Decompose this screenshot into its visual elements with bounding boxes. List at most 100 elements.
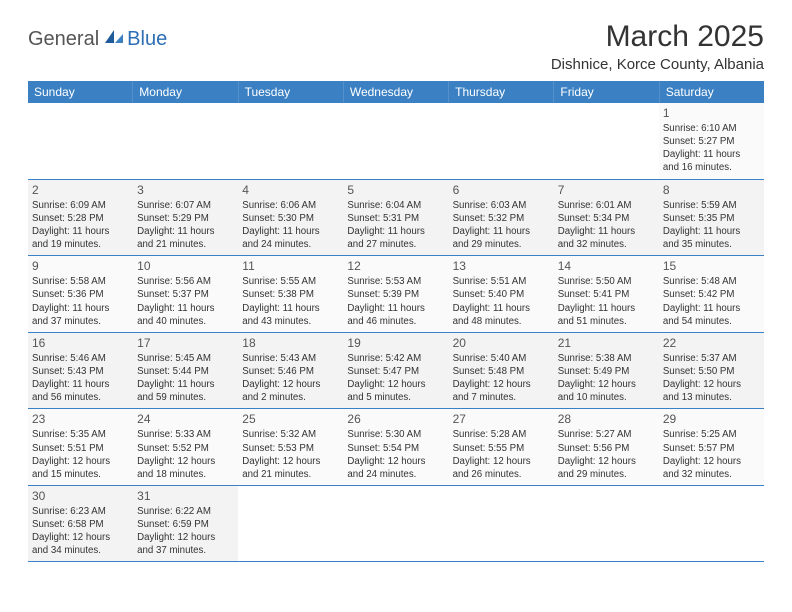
day-cell: 3Sunrise: 6:07 AMSunset: 5:29 PMDaylight… (133, 180, 238, 256)
day-number: 7 (558, 182, 654, 198)
sunrise-line: Sunrise: 5:40 AM (453, 352, 549, 365)
day-number: 11 (242, 258, 338, 274)
sunset-line: Sunset: 5:32 PM (453, 212, 549, 225)
daylight-line: Daylight: 12 hours and 18 minutes. (137, 455, 233, 481)
sunrise-line: Sunrise: 5:45 AM (137, 352, 233, 365)
day-cell: 28Sunrise: 5:27 AMSunset: 5:56 PMDayligh… (554, 409, 659, 485)
day-cell: 30Sunrise: 6:23 AMSunset: 6:58 PMDayligh… (28, 486, 133, 562)
daylight-line: Daylight: 11 hours and 56 minutes. (32, 378, 128, 404)
day-cell: 8Sunrise: 5:59 AMSunset: 5:35 PMDaylight… (659, 180, 764, 256)
header: General Blue March 2025 Dishnice, Korce … (28, 20, 764, 73)
empty-cell (554, 103, 659, 179)
empty-cell (449, 486, 554, 562)
daylight-line: Daylight: 12 hours and 10 minutes. (558, 378, 654, 404)
page-title: March 2025 (551, 20, 764, 54)
empty-cell (238, 103, 343, 179)
day-cell: 20Sunrise: 5:40 AMSunset: 5:48 PMDayligh… (449, 333, 554, 409)
day-number: 26 (347, 411, 443, 427)
sunset-line: Sunset: 5:37 PM (137, 288, 233, 301)
sunset-line: Sunset: 5:36 PM (32, 288, 128, 301)
day-cell: 23Sunrise: 5:35 AMSunset: 5:51 PMDayligh… (28, 409, 133, 485)
day-number: 25 (242, 411, 338, 427)
sunset-line: Sunset: 5:46 PM (242, 365, 338, 378)
sunset-line: Sunset: 5:52 PM (137, 442, 233, 455)
sunset-line: Sunset: 5:38 PM (242, 288, 338, 301)
weekday-header: Sunday (28, 81, 133, 103)
day-number: 8 (663, 182, 759, 198)
empty-cell (238, 486, 343, 562)
sunset-line: Sunset: 5:31 PM (347, 212, 443, 225)
sunset-line: Sunset: 5:53 PM (242, 442, 338, 455)
daylight-line: Daylight: 11 hours and 24 minutes. (242, 225, 338, 251)
daylight-line: Daylight: 11 hours and 21 minutes. (137, 225, 233, 251)
sunrise-line: Sunrise: 5:48 AM (663, 275, 759, 288)
sunrise-line: Sunrise: 5:25 AM (663, 428, 759, 441)
empty-cell (343, 103, 448, 179)
sunset-line: Sunset: 5:50 PM (663, 365, 759, 378)
sunrise-line: Sunrise: 5:35 AM (32, 428, 128, 441)
day-number: 27 (453, 411, 549, 427)
empty-cell (133, 103, 238, 179)
daylight-line: Daylight: 12 hours and 5 minutes. (347, 378, 443, 404)
daylight-line: Daylight: 12 hours and 37 minutes. (137, 531, 233, 557)
sunrise-line: Sunrise: 5:30 AM (347, 428, 443, 441)
weekday-header: Tuesday (239, 81, 344, 103)
week-row: 23Sunrise: 5:35 AMSunset: 5:51 PMDayligh… (28, 409, 764, 486)
sunrise-line: Sunrise: 6:06 AM (242, 199, 338, 212)
sunrise-line: Sunrise: 6:22 AM (137, 505, 233, 518)
daylight-line: Daylight: 12 hours and 21 minutes. (242, 455, 338, 481)
empty-cell (343, 486, 448, 562)
sunrise-line: Sunrise: 5:37 AM (663, 352, 759, 365)
empty-cell (659, 486, 764, 562)
day-number: 3 (137, 182, 233, 198)
daylight-line: Daylight: 12 hours and 34 minutes. (32, 531, 128, 557)
sunset-line: Sunset: 5:40 PM (453, 288, 549, 301)
sunset-line: Sunset: 6:58 PM (32, 518, 128, 531)
day-cell: 6Sunrise: 6:03 AMSunset: 5:32 PMDaylight… (449, 180, 554, 256)
sunrise-line: Sunrise: 6:10 AM (663, 122, 759, 135)
sunrise-line: Sunrise: 5:50 AM (558, 275, 654, 288)
sunset-line: Sunset: 5:29 PM (137, 212, 233, 225)
daylight-line: Daylight: 11 hours and 51 minutes. (558, 302, 654, 328)
weekday-header: Saturday (660, 81, 764, 103)
sunrise-line: Sunrise: 5:28 AM (453, 428, 549, 441)
calendar: SundayMondayTuesdayWednesdayThursdayFrid… (28, 81, 764, 562)
day-number: 28 (558, 411, 654, 427)
sunrise-line: Sunrise: 5:33 AM (137, 428, 233, 441)
location-subtitle: Dishnice, Korce County, Albania (551, 56, 764, 73)
daylight-line: Daylight: 11 hours and 32 minutes. (558, 225, 654, 251)
title-block: March 2025 Dishnice, Korce County, Alban… (551, 20, 764, 73)
day-cell: 2Sunrise: 6:09 AMSunset: 5:28 PMDaylight… (28, 180, 133, 256)
sunrise-line: Sunrise: 6:03 AM (453, 199, 549, 212)
day-number: 22 (663, 335, 759, 351)
day-number: 29 (663, 411, 759, 427)
sunset-line: Sunset: 5:28 PM (32, 212, 128, 225)
sunrise-line: Sunrise: 5:58 AM (32, 275, 128, 288)
weeks-container: 1Sunrise: 6:10 AMSunset: 5:27 PMDaylight… (28, 103, 764, 562)
sunrise-line: Sunrise: 5:59 AM (663, 199, 759, 212)
sunrise-line: Sunrise: 6:09 AM (32, 199, 128, 212)
sunrise-line: Sunrise: 5:27 AM (558, 428, 654, 441)
weekday-header-row: SundayMondayTuesdayWednesdayThursdayFrid… (28, 81, 764, 103)
day-number: 21 (558, 335, 654, 351)
sunset-line: Sunset: 5:30 PM (242, 212, 338, 225)
day-cell: 4Sunrise: 6:06 AMSunset: 5:30 PMDaylight… (238, 180, 343, 256)
daylight-line: Daylight: 11 hours and 16 minutes. (663, 148, 759, 174)
sunrise-line: Sunrise: 6:04 AM (347, 199, 443, 212)
sunset-line: Sunset: 5:39 PM (347, 288, 443, 301)
day-number: 9 (32, 258, 128, 274)
day-cell: 17Sunrise: 5:45 AMSunset: 5:44 PMDayligh… (133, 333, 238, 409)
sunrise-line: Sunrise: 5:38 AM (558, 352, 654, 365)
sunset-line: Sunset: 5:54 PM (347, 442, 443, 455)
day-cell: 27Sunrise: 5:28 AMSunset: 5:55 PMDayligh… (449, 409, 554, 485)
sunset-line: Sunset: 5:42 PM (663, 288, 759, 301)
day-cell: 26Sunrise: 5:30 AMSunset: 5:54 PMDayligh… (343, 409, 448, 485)
day-number: 17 (137, 335, 233, 351)
logo-text-blue: Blue (127, 28, 167, 51)
empty-cell (554, 486, 659, 562)
day-number: 13 (453, 258, 549, 274)
sunrise-line: Sunrise: 5:32 AM (242, 428, 338, 441)
day-cell: 21Sunrise: 5:38 AMSunset: 5:49 PMDayligh… (554, 333, 659, 409)
day-cell: 9Sunrise: 5:58 AMSunset: 5:36 PMDaylight… (28, 256, 133, 332)
day-cell: 1Sunrise: 6:10 AMSunset: 5:27 PMDaylight… (659, 103, 764, 179)
